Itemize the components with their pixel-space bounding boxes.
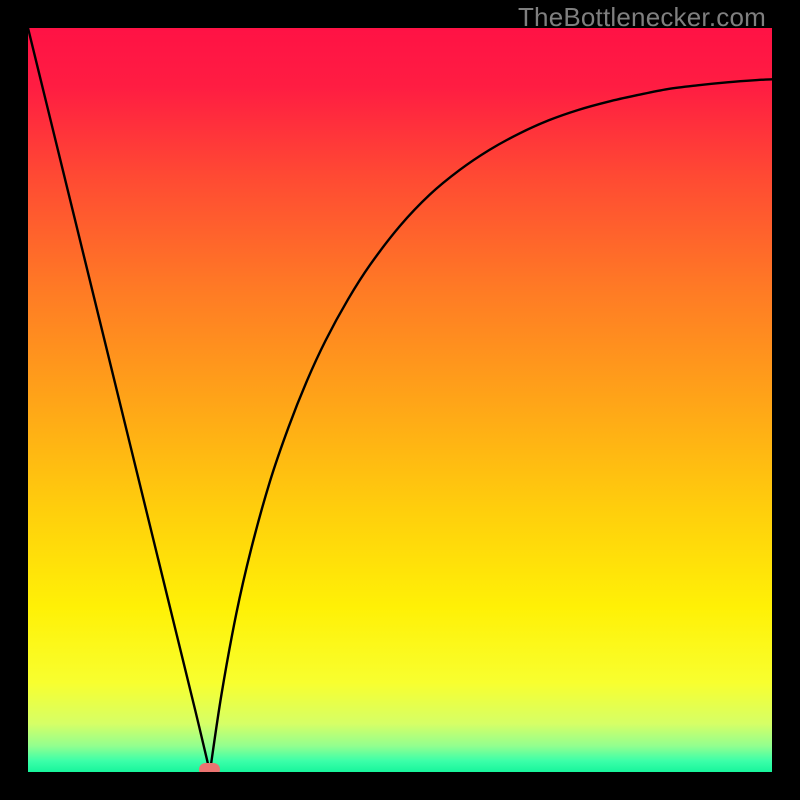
watermark-text: TheBottlenecker.com	[518, 2, 766, 33]
figure: TheBottlenecker.com	[0, 0, 800, 800]
plot-area	[28, 28, 772, 772]
curve-line	[28, 28, 772, 772]
min-marker	[199, 763, 220, 772]
